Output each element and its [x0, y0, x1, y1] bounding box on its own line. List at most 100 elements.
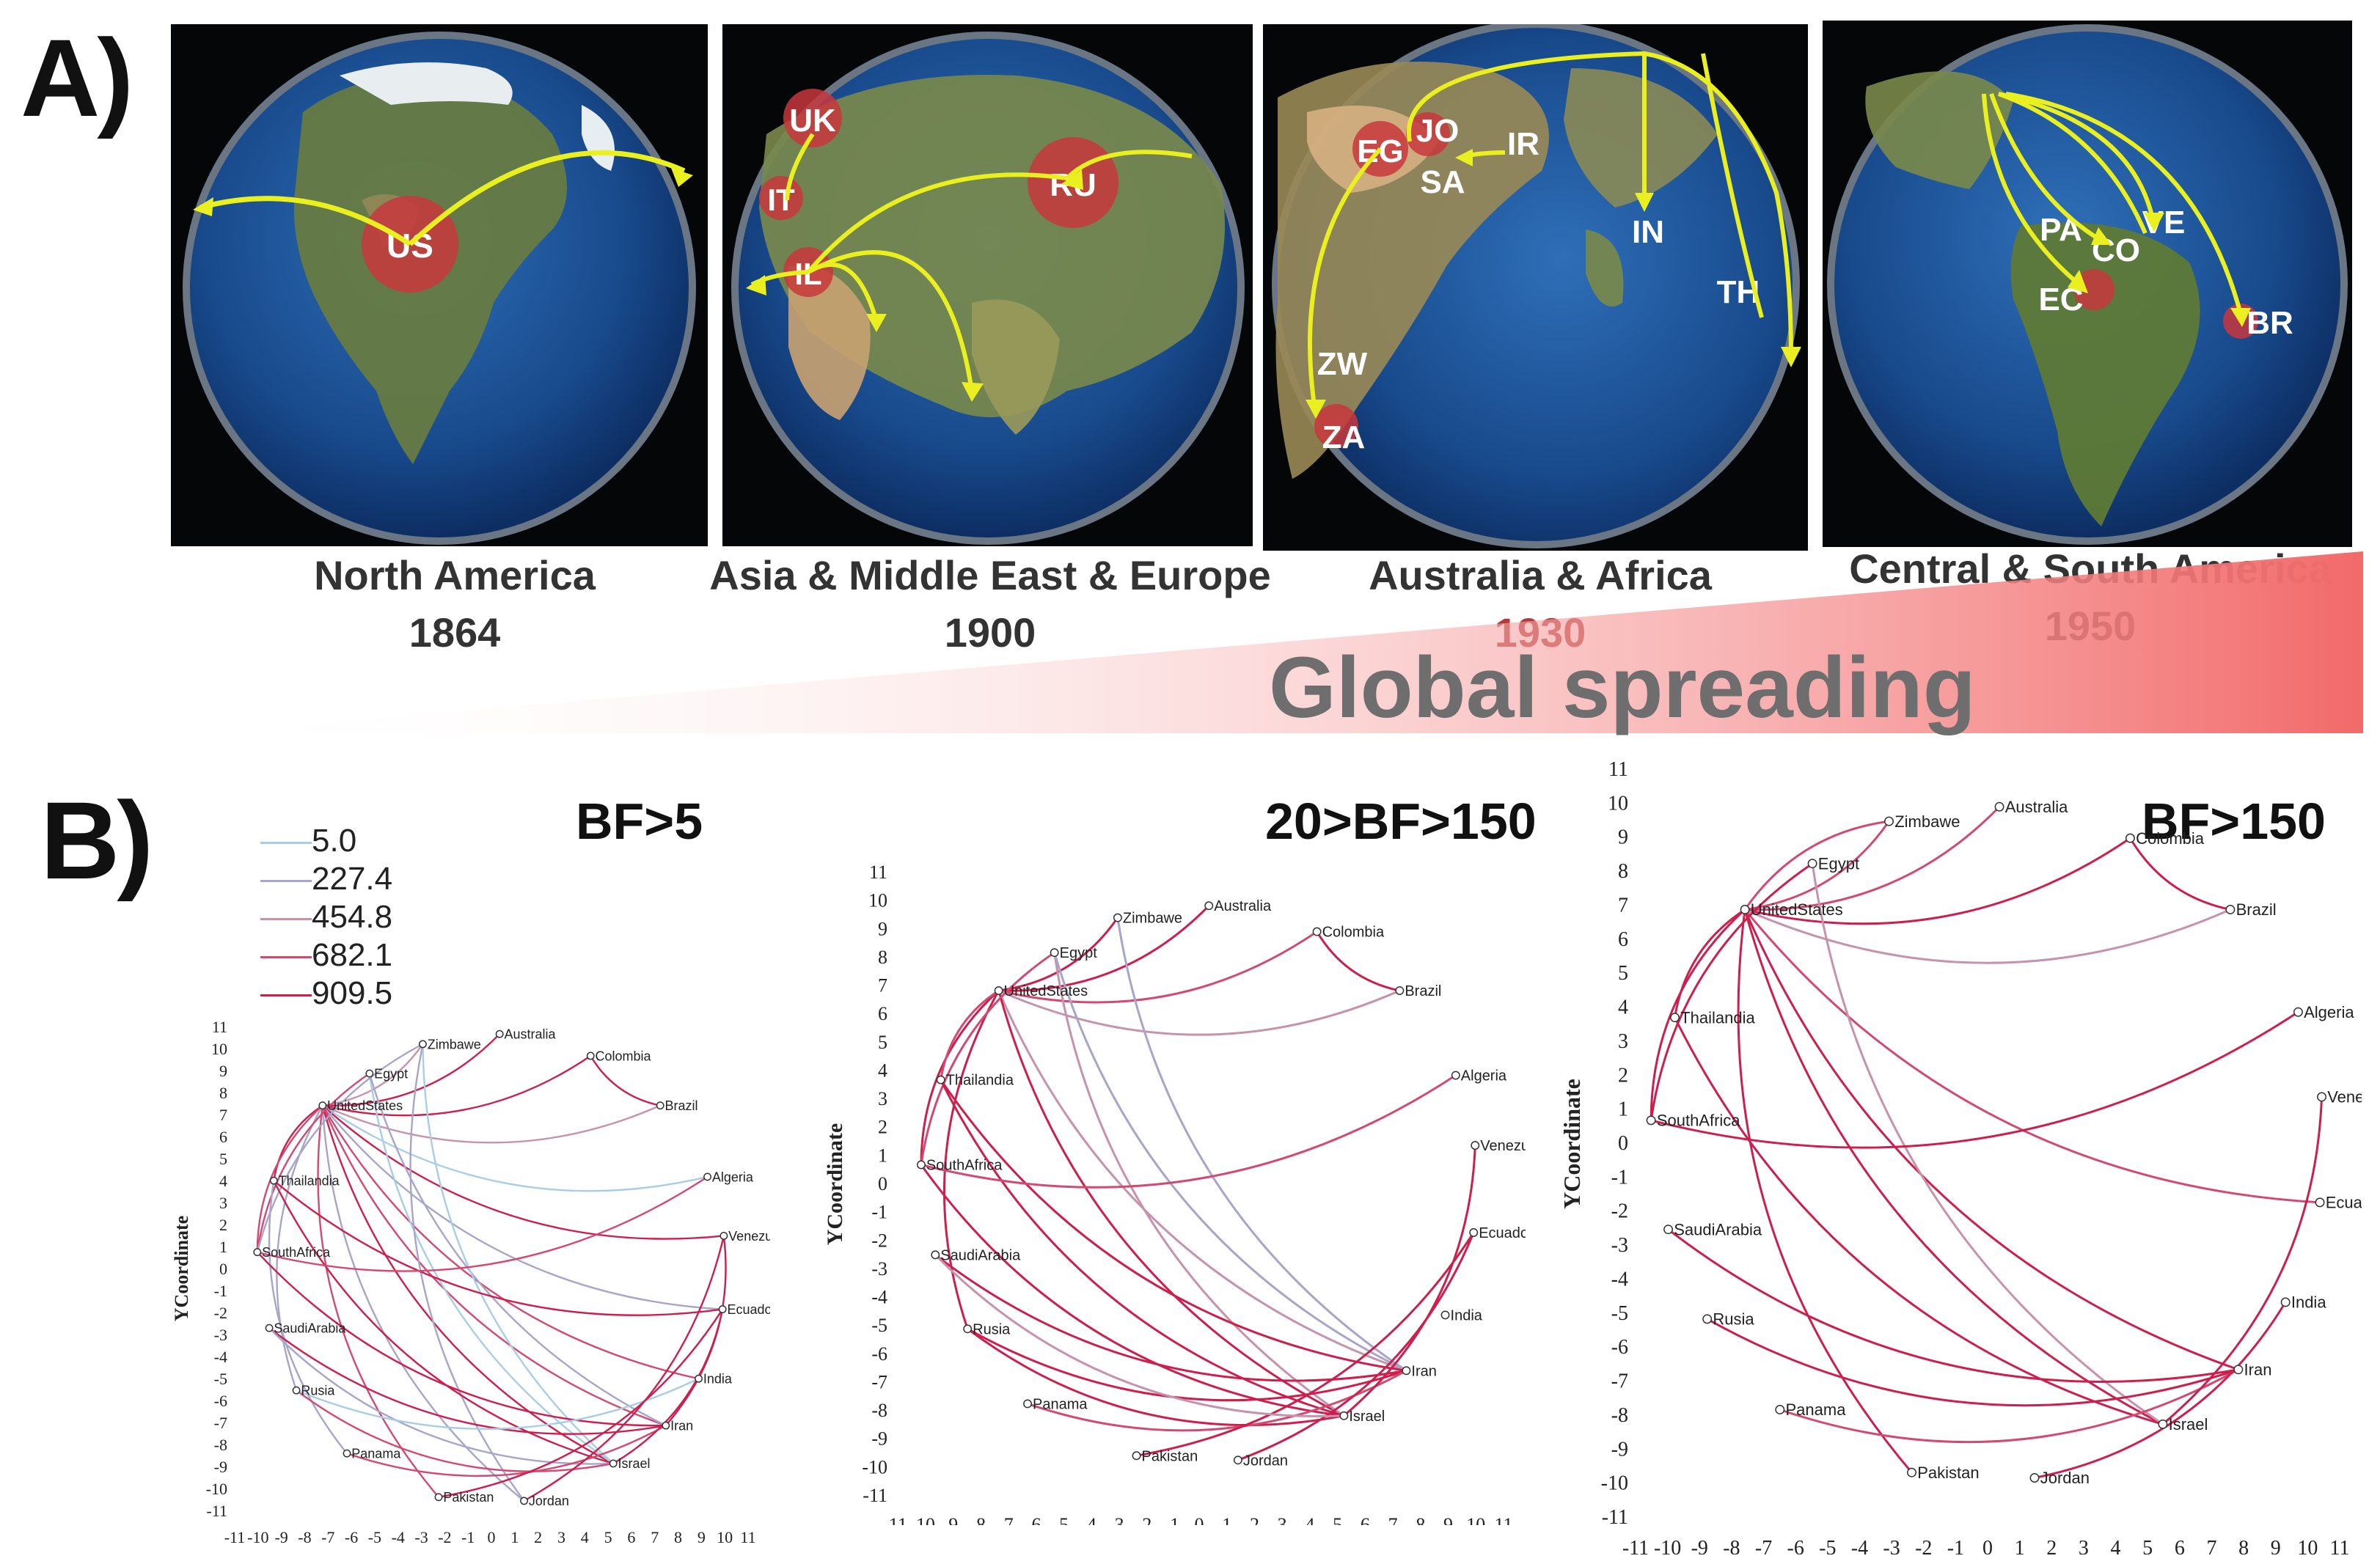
y-tick-label: -3 — [871, 1258, 887, 1280]
network-edge — [934, 1254, 1344, 1417]
network-edge — [1136, 1232, 1475, 1457]
x-tick-label: 9 — [2271, 1537, 2281, 1554]
x-tick-label: 4 — [581, 1528, 589, 1546]
network-edge — [967, 1328, 1407, 1402]
network-node-label: Ecuador — [727, 1302, 770, 1317]
x-tick-label: 5 — [2142, 1537, 2153, 1554]
x-tick-label: -7 — [1755, 1537, 1772, 1554]
network-edge — [276, 1105, 323, 1391]
global-spreading-label: Global spreading — [1269, 639, 1976, 736]
y-tick-label: -10 — [206, 1480, 227, 1498]
network-node — [1395, 986, 1405, 995]
x-tick-label: 11 — [740, 1528, 755, 1546]
x-tick-label: 6 — [2175, 1537, 2185, 1554]
x-tick-label: 3 — [1278, 1514, 1287, 1525]
network-node-label: Israel — [618, 1456, 650, 1471]
x-tick-label: -6 — [345, 1528, 358, 1546]
network-edge — [256, 1043, 424, 1252]
globe-australia-africa: EG JO IR SA IN TH ZW ZA — [1263, 24, 1808, 551]
network-plot-bf5: 11109876543210-1-2-3-4-5-6-7-8-9-10-11-1… — [171, 1018, 770, 1546]
y-tick-label: -6 — [871, 1343, 887, 1365]
network-edge — [2129, 837, 2231, 911]
y-tick-label: -8 — [1611, 1404, 1628, 1427]
x-tick-label: -10 — [1654, 1537, 1681, 1554]
network-edge — [1811, 863, 2164, 1425]
y-tick-label: 4 — [1618, 996, 1628, 1019]
network-edge — [322, 1033, 501, 1107]
network-node — [718, 1305, 727, 1313]
x-tick-label: 10 — [2297, 1537, 2318, 1554]
network-edge — [321, 1105, 667, 1427]
network-node-label: India — [1451, 1307, 1483, 1323]
y-tick-label: 8 — [219, 1084, 227, 1102]
x-tick-label: -7 — [321, 1528, 334, 1546]
network-node-label: Israel — [1349, 1409, 1385, 1425]
network-node-label: SouthAfrica — [262, 1245, 331, 1260]
network-node — [269, 1176, 278, 1185]
network-title-bf5: BF>5 — [576, 793, 703, 850]
legend-label: 5.0 — [312, 823, 357, 859]
x-tick-label: 1 — [2015, 1537, 2025, 1554]
x-tick-label: 11 — [1494, 1514, 1512, 1525]
network-node — [695, 1374, 703, 1383]
y-tick-label: -7 — [871, 1371, 887, 1392]
network-node-label: Iran — [670, 1418, 693, 1433]
network-node — [520, 1497, 528, 1505]
network-edge — [920, 1074, 1457, 1189]
x-tick-label: -4 — [1080, 1514, 1096, 1525]
zw-code: ZW — [1317, 346, 1368, 382]
network-node — [1339, 1411, 1349, 1420]
network-node — [2225, 904, 2236, 914]
network-edge — [1743, 909, 2164, 1425]
x-tick-label: 4 — [2111, 1537, 2121, 1554]
y-tick-label: -8 — [214, 1436, 227, 1454]
network-node — [936, 1075, 945, 1084]
y-tick-label: 9 — [1618, 826, 1628, 849]
network-node-label: Thailandia — [279, 1173, 340, 1188]
network-node-label: Pakistan — [443, 1490, 494, 1505]
network-node — [656, 1101, 664, 1110]
network-node — [994, 986, 1003, 995]
network-node — [2317, 1092, 2326, 1102]
network-edge — [1053, 952, 1407, 1372]
x-tick-label: -6 — [1787, 1537, 1804, 1554]
network-node — [1775, 1405, 1785, 1414]
network-edge — [1745, 806, 2001, 911]
network-node-label: Australia — [2005, 798, 2068, 816]
x-tick-label: 8 — [674, 1528, 682, 1546]
x-tick-label: 6 — [1361, 1514, 1370, 1525]
network-node-label: Zimbawe — [428, 1037, 481, 1051]
y-tick-label: 7 — [219, 1106, 227, 1124]
network-node — [1451, 1071, 1460, 1080]
network-edge — [1237, 1232, 1475, 1461]
network-edge — [997, 990, 1407, 1372]
network-edge — [920, 1164, 1344, 1417]
network-node-label: Rusia — [1713, 1310, 1754, 1329]
x-tick-label: -9 — [1691, 1537, 1708, 1554]
caption-north-america: North America 1864 — [279, 551, 631, 657]
x-tick-label: -1 — [1947, 1537, 1964, 1554]
y-tick-label: -1 — [214, 1282, 227, 1300]
network-edge — [438, 1308, 724, 1498]
network-plot-bf20: 11109876543210-1-2-3-4-5-6-7-8-9-10-11-1… — [823, 862, 1526, 1525]
network-node — [2233, 1365, 2244, 1375]
y-tick-label: 10 — [211, 1040, 227, 1058]
network-edge — [998, 930, 1318, 1004]
network-node — [265, 1323, 274, 1332]
pa-code: PA — [2040, 212, 2082, 248]
legend-swatch — [260, 994, 312, 996]
network-node — [1050, 948, 1059, 958]
network-edge — [1649, 862, 1813, 1121]
network-edge — [321, 1105, 525, 1502]
x-tick-label: -11 — [224, 1528, 246, 1546]
y-tick-label: 11 — [1608, 758, 1628, 781]
network-edge — [997, 990, 1345, 1417]
legend-label: 227.4 — [312, 861, 393, 897]
network-node-label: Venezuela — [2327, 1088, 2362, 1106]
x-tick-label: -5 — [368, 1528, 381, 1546]
x-tick-label: 11 — [2330, 1537, 2350, 1554]
x-tick-label: 6 — [627, 1528, 635, 1546]
y-tick-label: -8 — [871, 1400, 887, 1421]
network-node — [1469, 1228, 1479, 1237]
network-node-label: Algeria — [1461, 1068, 1507, 1084]
